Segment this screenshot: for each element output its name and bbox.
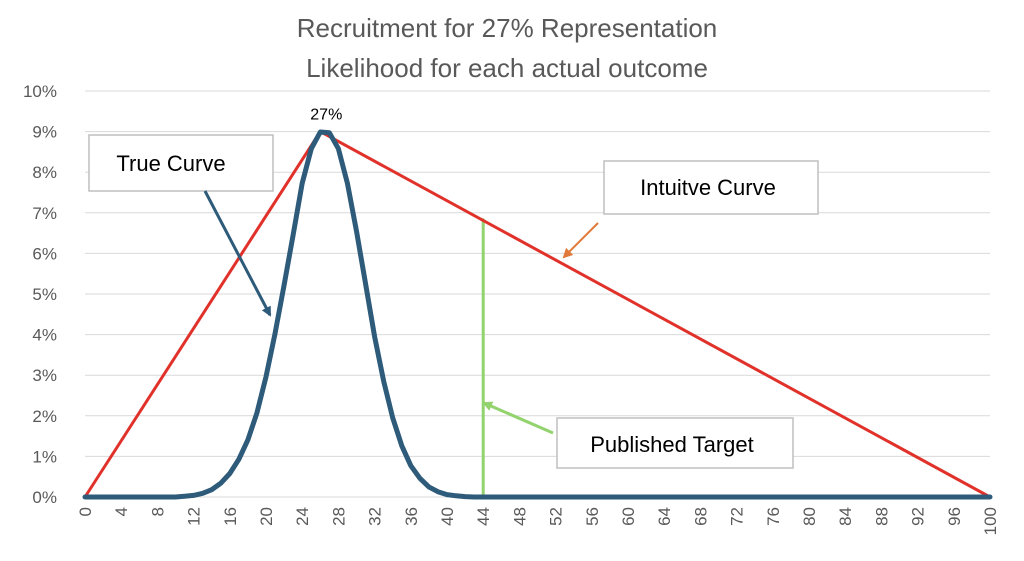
- x-tick-label: 68: [691, 507, 710, 526]
- x-tick-label: 88: [872, 507, 891, 526]
- x-tick-label: 0: [76, 507, 95, 516]
- y-tick-label: 1%: [32, 447, 57, 466]
- published-target-callout-arrow: [482, 401, 554, 435]
- x-tick-label: 84: [836, 507, 855, 526]
- chart-title: Recruitment for 27% Representation: [297, 13, 718, 43]
- y-tick-label: 9%: [32, 123, 57, 142]
- y-tick-label: 6%: [32, 244, 57, 263]
- true-curve-callout: True Curve: [88, 134, 274, 317]
- x-tick-label: 4: [112, 507, 131, 516]
- chart-subtitle: Likelihood for each actual outcome: [306, 53, 708, 83]
- published-target-callout-box: [556, 417, 794, 469]
- series-line-true-curve: [82, 129, 993, 500]
- x-tick-label: 60: [619, 507, 638, 526]
- gridlines: [85, 90, 990, 498]
- x-tick-label: 40: [438, 507, 457, 526]
- x-tick-label: 52: [547, 507, 566, 526]
- y-tick-label: 5%: [32, 285, 57, 304]
- y-tick-label: 0%: [32, 488, 57, 507]
- intuitive-curve-callout-arrow: [562, 222, 599, 259]
- x-tick-label: 36: [402, 507, 421, 526]
- x-tick-label: 24: [293, 507, 312, 526]
- y-axis-tick-labels: 0% 1% 2% 3% 4% 5% 6% 7% 8% 9% 10%: [23, 82, 57, 507]
- x-tick-label: 76: [764, 507, 783, 526]
- intuitive-curve-callout-label: Intuitve Curve: [640, 175, 776, 200]
- published-target-callout-label: Published Target: [590, 432, 754, 457]
- y-tick-label: 4%: [32, 326, 57, 345]
- y-tick-label: 8%: [32, 163, 57, 182]
- y-tick-label: 2%: [32, 407, 57, 426]
- true-curve-callout-arrow: [203, 190, 272, 317]
- x-tick-label: 56: [583, 507, 602, 526]
- y-tick-label: 3%: [32, 366, 57, 385]
- x-axis-tick-labels: 0 4 8 12 16 20 24 28 32 36 40 44 48 52 56 60 64 68 72 76 80 8…: [76, 507, 1000, 535]
- series-layer: [82, 129, 993, 500]
- intuitive-curve-callout-box: [603, 160, 819, 215]
- x-tick-label: 20: [257, 507, 276, 526]
- x-tick-label: 100: [981, 507, 1000, 535]
- x-tick-label: 8: [148, 507, 167, 516]
- y-tick-label: 10%: [23, 82, 57, 101]
- true-curve-callout-box: [88, 134, 274, 192]
- peak-label: 27%: [310, 107, 342, 124]
- x-tick-label: 16: [221, 507, 240, 526]
- x-tick-label: 28: [329, 507, 348, 526]
- x-tick-label: 64: [655, 507, 674, 526]
- x-tick-label: 44: [474, 507, 493, 526]
- x-tick-label: 72: [728, 507, 747, 526]
- x-tick-label: 96: [945, 507, 964, 526]
- x-tick-label: 80: [800, 507, 819, 526]
- true-curve-callout-label: True Curve: [116, 151, 225, 176]
- y-tick-label: 7%: [32, 204, 57, 223]
- x-tick-label: 12: [185, 507, 204, 526]
- x-tick-label: 32: [366, 507, 385, 526]
- published-target-callout: Published Target: [482, 401, 794, 469]
- intuitive-curve-callout: Intuitve Curve: [562, 160, 819, 259]
- x-tick-label: 92: [909, 507, 928, 526]
- x-tick-label: 48: [510, 507, 529, 526]
